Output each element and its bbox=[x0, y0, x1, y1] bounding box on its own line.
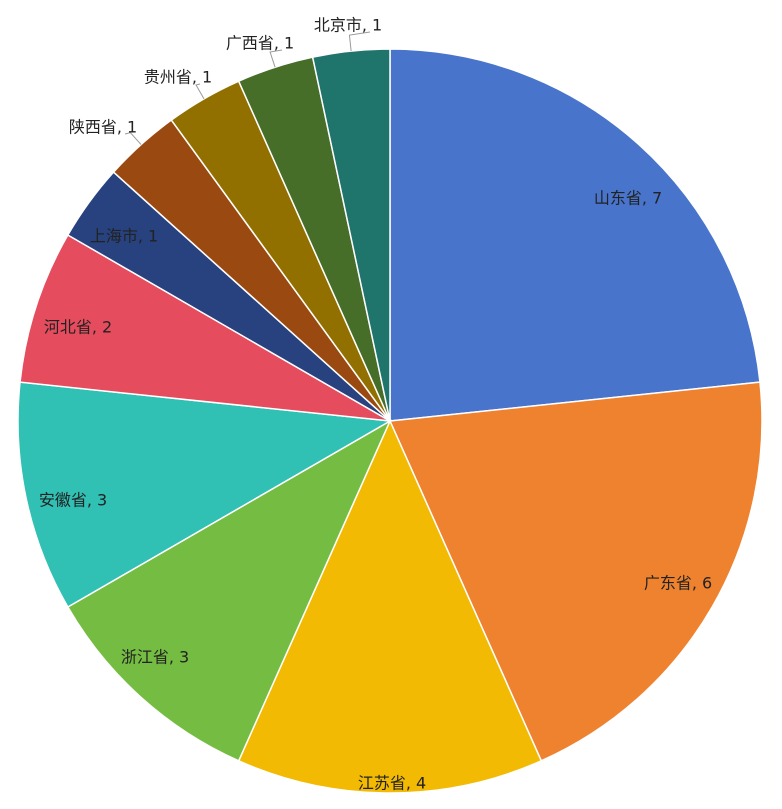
leader-line-11 bbox=[348, 31, 371, 52]
pie-slices bbox=[17, 48, 763, 794]
slice-label-5: 安徽省, 3 bbox=[39, 491, 107, 510]
slice-label-10: 广西省, 1 bbox=[226, 34, 294, 53]
pie-slice-5 bbox=[17, 381, 393, 609]
leader-line-8 bbox=[124, 132, 142, 145]
slice-label-8: 陕西省, 1 bbox=[69, 118, 137, 137]
slice-label-11: 北京市, 1 bbox=[314, 16, 382, 35]
slice-label-3: 江苏省, 4 bbox=[358, 774, 426, 793]
slice-label-6: 河北省, 2 bbox=[44, 318, 112, 337]
slice-label-7: 上海市, 1 bbox=[90, 227, 158, 246]
pie-slice-11 bbox=[311, 48, 391, 422]
slice-label-1: 山东省, 7 bbox=[594, 189, 662, 208]
leader-line-10 bbox=[269, 49, 283, 68]
slice-label-2: 广东省, 6 bbox=[644, 574, 712, 593]
label-leader-lines bbox=[124, 31, 371, 145]
slice-label-4: 浙江省, 3 bbox=[121, 648, 189, 667]
pie-slice-1 bbox=[389, 48, 761, 422]
leader-line-9 bbox=[195, 83, 205, 100]
pie-slice-6 bbox=[19, 233, 391, 422]
pie-slice-3 bbox=[237, 419, 543, 794]
pie-slice-2 bbox=[388, 381, 763, 762]
slice-labels: 山东省, 7 广东省, 6 江苏省, 4 浙江省, 3 安徽省, 3 河北省, 2 上海市,… bbox=[39, 16, 712, 793]
slice-label-9: 贵州省, 1 bbox=[144, 68, 212, 87]
pie-slice-4 bbox=[66, 419, 392, 762]
